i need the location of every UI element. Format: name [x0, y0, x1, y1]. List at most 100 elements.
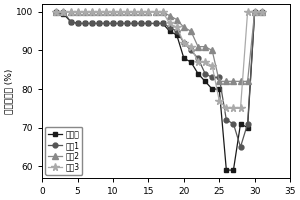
- 实例1: [168, 26, 172, 29]
- 实例2: [104, 11, 108, 13]
- 实例1: [76, 22, 80, 25]
- 实例2: [210, 49, 214, 52]
- 实例2: [260, 11, 264, 13]
- 实例2: [232, 80, 235, 83]
- 实例3: [182, 42, 186, 44]
- 对比例: [260, 11, 264, 13]
- 实例1: [246, 123, 249, 125]
- 实例1: [140, 22, 143, 25]
- 实例1: [125, 22, 129, 25]
- 实例1: [154, 22, 157, 25]
- 实例1: [224, 119, 228, 121]
- 对比例: [239, 123, 242, 125]
- 实例1: [210, 76, 214, 79]
- 实例3: [246, 11, 249, 13]
- 对比例: [140, 22, 143, 25]
- 实例2: [182, 26, 186, 29]
- 实例1: [97, 22, 101, 25]
- 对比例: [224, 169, 228, 171]
- Line: 实例3: 实例3: [52, 8, 266, 112]
- 实例3: [140, 11, 143, 13]
- 对比例: [111, 22, 115, 25]
- 实例2: [83, 11, 86, 13]
- 实例1: [232, 123, 235, 125]
- 对比例: [125, 22, 129, 25]
- 实例2: [189, 30, 193, 32]
- 实例3: [203, 61, 207, 63]
- 实例1: [196, 57, 200, 59]
- 实例1: [69, 20, 72, 23]
- Y-axis label: 容量保持率 (%): 容量保持率 (%): [4, 68, 13, 114]
- 实例3: [97, 11, 101, 13]
- 实例1: [175, 30, 178, 32]
- 对比例: [189, 61, 193, 63]
- 实例3: [260, 11, 264, 13]
- 实例1: [253, 11, 256, 13]
- 对比例: [118, 22, 122, 25]
- 实例2: [161, 11, 164, 13]
- 实例1: [218, 76, 221, 79]
- 对比例: [62, 13, 65, 15]
- 实例2: [218, 80, 221, 83]
- 对比例: [76, 22, 80, 25]
- 实例3: [196, 61, 200, 63]
- 对比例: [232, 169, 235, 171]
- 实例3: [83, 11, 86, 13]
- 对比例: [90, 22, 94, 25]
- 实例3: [232, 107, 235, 110]
- 实例2: [97, 11, 101, 13]
- 对比例: [168, 30, 172, 32]
- 对比例: [196, 72, 200, 75]
- 实例2: [168, 15, 172, 17]
- 实例2: [147, 11, 150, 13]
- 对比例: [147, 22, 150, 25]
- 对比例: [83, 22, 86, 25]
- 对比例: [104, 22, 108, 25]
- 实例3: [62, 11, 65, 13]
- 实例2: [196, 45, 200, 48]
- 实例3: [55, 11, 58, 13]
- 实例2: [133, 11, 136, 13]
- 实例3: [104, 11, 108, 13]
- 实例1: [147, 22, 150, 25]
- 实例1: [260, 11, 264, 13]
- 实例2: [111, 11, 115, 13]
- 实例2: [154, 11, 157, 13]
- 实例1: [203, 72, 207, 75]
- 实例2: [203, 45, 207, 48]
- 对比例: [182, 57, 186, 59]
- Line: 对比例: 对比例: [54, 9, 264, 173]
- 对比例: [203, 80, 207, 83]
- 实例3: [253, 11, 256, 13]
- 实例2: [239, 80, 242, 83]
- 实例1: [55, 11, 58, 13]
- 对比例: [55, 11, 58, 13]
- 实例2: [90, 11, 94, 13]
- 对比例: [69, 20, 72, 23]
- 实例2: [224, 80, 228, 83]
- 实例3: [161, 11, 164, 13]
- 实例1: [133, 22, 136, 25]
- 实例3: [154, 11, 157, 13]
- 实例3: [218, 99, 221, 102]
- 对比例: [246, 126, 249, 129]
- 对比例: [210, 88, 214, 90]
- 对比例: [253, 11, 256, 13]
- 实例1: [118, 22, 122, 25]
- 实例1: [189, 49, 193, 52]
- 对比例: [175, 34, 178, 36]
- 对比例: [154, 22, 157, 25]
- 对比例: [161, 22, 164, 25]
- 对比例: [218, 88, 221, 90]
- Legend: 对比例, 实例1, 实例2, 实例3: 对比例, 实例1, 实例2, 实例3: [45, 127, 82, 175]
- 实例2: [55, 11, 58, 13]
- 实例1: [111, 22, 115, 25]
- Line: 实例2: 实例2: [54, 9, 265, 84]
- 实例1: [90, 22, 94, 25]
- 实例3: [111, 11, 115, 13]
- 实例3: [90, 11, 94, 13]
- 实例2: [76, 11, 80, 13]
- 实例1: [182, 42, 186, 44]
- 实例3: [147, 11, 150, 13]
- 实例3: [175, 26, 178, 29]
